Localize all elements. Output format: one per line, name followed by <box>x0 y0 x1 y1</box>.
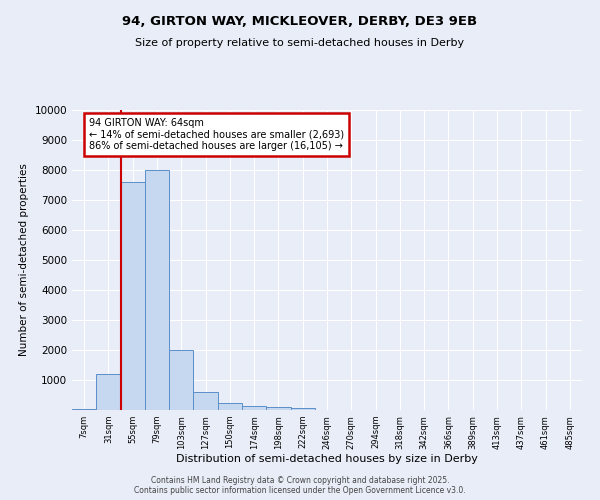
Bar <box>290 408 315 410</box>
Text: 94 GIRTON WAY: 64sqm
← 14% of semi-detached houses are smaller (2,693)
86% of se: 94 GIRTON WAY: 64sqm ← 14% of semi-detac… <box>89 118 344 150</box>
Bar <box>266 407 290 410</box>
Text: Size of property relative to semi-detached houses in Derby: Size of property relative to semi-detach… <box>136 38 464 48</box>
Text: Contains HM Land Registry data © Crown copyright and database right 2025.
Contai: Contains HM Land Registry data © Crown c… <box>134 476 466 495</box>
Bar <box>242 406 266 410</box>
Y-axis label: Number of semi-detached properties: Number of semi-detached properties <box>19 164 29 356</box>
Bar <box>218 402 242 410</box>
Bar <box>121 182 145 410</box>
Bar <box>169 350 193 410</box>
Bar <box>193 392 218 410</box>
Text: 94, GIRTON WAY, MICKLEOVER, DERBY, DE3 9EB: 94, GIRTON WAY, MICKLEOVER, DERBY, DE3 9… <box>122 15 478 28</box>
Bar <box>96 374 121 410</box>
Bar <box>145 170 169 410</box>
X-axis label: Distribution of semi-detached houses by size in Derby: Distribution of semi-detached houses by … <box>176 454 478 464</box>
Bar <box>72 408 96 410</box>
